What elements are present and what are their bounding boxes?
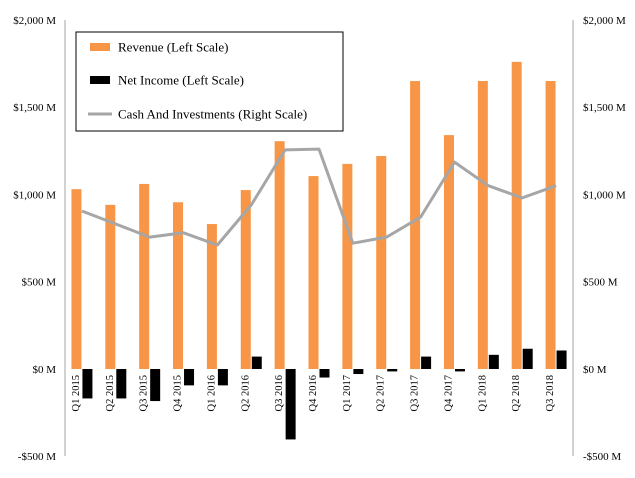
- category-label: Q1 2018: [477, 375, 488, 411]
- category-label: Q3 2015: [139, 375, 150, 411]
- category-label: Q4 2016: [308, 375, 319, 411]
- revenue-bar: [71, 189, 81, 369]
- revenue-bar: [139, 184, 149, 369]
- net-income-bar: [489, 355, 499, 369]
- left-axis-tick-label: $0 M: [32, 364, 56, 376]
- revenue-bar: [275, 141, 285, 369]
- net-income-bar: [116, 369, 126, 398]
- category-label: Q2 2017: [376, 375, 387, 411]
- net-income-bar: [286, 369, 296, 439]
- left-axis-tick-label: -$500 M: [18, 451, 56, 463]
- category-label: Q1 2016: [206, 375, 217, 411]
- revenue-bar: [546, 81, 556, 369]
- legend-net-income-swatch: [90, 76, 110, 84]
- left-axis-tick-label: $1,500 M: [13, 102, 56, 114]
- right-axis-tick-label: $2,000 M: [583, 15, 626, 27]
- net-income-bar: [184, 369, 194, 385]
- category-label: Q3 2017: [410, 375, 421, 411]
- right-axis-tick-label: $500 M: [583, 277, 618, 289]
- left-axis-tick-label: $500 M: [21, 277, 56, 289]
- revenue-bar: [376, 156, 386, 369]
- net-income-bar: [150, 369, 160, 401]
- net-income-bar: [387, 369, 397, 371]
- category-label: Q3 2018: [545, 375, 556, 411]
- revenue-bar: [512, 62, 522, 369]
- revenue-bar: [342, 164, 352, 369]
- right-axis-tick-label: $1,000 M: [583, 189, 626, 201]
- net-income-bar: [218, 369, 228, 385]
- net-income-bar: [353, 369, 363, 374]
- legend-revenue-label: Revenue (Left Scale): [118, 40, 228, 55]
- revenue-bar: [410, 81, 420, 369]
- net-income-bar: [455, 369, 465, 371]
- revenue-bar: [478, 81, 488, 369]
- legend-revenue-swatch: [90, 43, 110, 51]
- net-income-bar: [320, 369, 330, 378]
- category-label: Q2 2015: [105, 375, 116, 411]
- right-axis-tick-label: $0 M: [583, 364, 607, 376]
- labels-layer: Q1 2015 Q2 2015 Q3 2015 Q4 2015 Q1 2016 Q2 20…: [71, 375, 556, 411]
- net-income-bar: [421, 357, 431, 369]
- revenue-bar: [105, 205, 115, 369]
- category-label: Q4 2017: [443, 375, 454, 411]
- net-income-bar: [523, 349, 533, 369]
- legend-net-income-label: Net Income (Left Scale): [118, 73, 244, 88]
- net-income-bar: [557, 350, 567, 369]
- right-axis-tick-label: -$500 M: [583, 451, 621, 463]
- left-axis-tick-label: $2,000 M: [13, 15, 56, 27]
- revenue-bar: [309, 176, 319, 369]
- net-income-bar: [82, 369, 92, 398]
- legend-cash-investments-label: Cash And Investments (Right Scale): [118, 107, 307, 122]
- net-income-bar: [252, 357, 262, 369]
- category-label: Q1 2017: [342, 375, 353, 411]
- category-label: Q2 2018: [511, 375, 522, 411]
- category-label: Q3 2016: [274, 375, 285, 411]
- chart-legend: Revenue (Left Scale) Net Income (Left Sca…: [76, 32, 343, 131]
- category-label: Q4 2015: [173, 375, 184, 411]
- left-axis-tick-label: $1,000 M: [13, 189, 56, 201]
- right-axis-tick-label: $1,500 M: [583, 102, 626, 114]
- category-label: Q2 2016: [240, 375, 251, 411]
- revenue-bar: [173, 202, 183, 369]
- category-label: Q1 2015: [71, 375, 82, 411]
